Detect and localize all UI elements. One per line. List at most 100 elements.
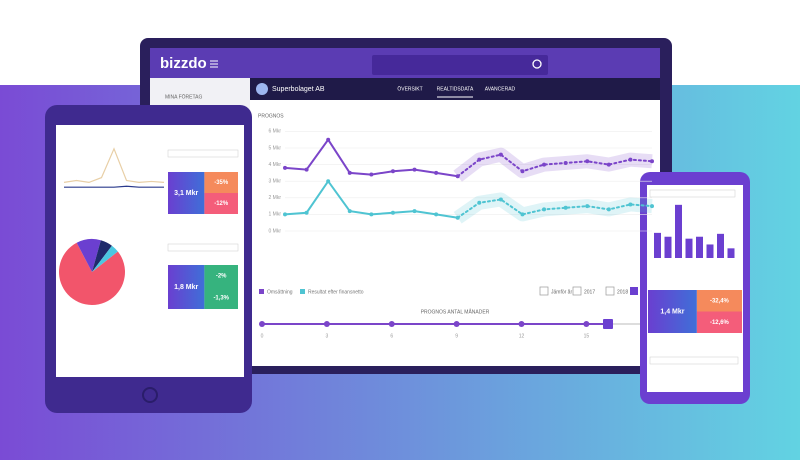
checkbox-checked[interactable]	[630, 287, 638, 295]
kpi-change: -1,3%	[213, 296, 229, 302]
point	[434, 212, 439, 217]
legend-swatch	[259, 289, 264, 294]
dropdown[interactable]	[649, 356, 739, 365]
point	[585, 204, 590, 209]
checkbox-label: Jämför år	[551, 288, 572, 295]
kpi-b	[204, 287, 238, 309]
point	[542, 162, 547, 167]
point	[455, 174, 460, 179]
slider-tick-label: 0	[261, 333, 264, 339]
slider-tick-label: 3	[325, 333, 328, 339]
point	[390, 169, 395, 174]
kpi-change: -12%	[214, 201, 229, 207]
point	[628, 157, 633, 162]
slider-label: PROGNOS ANTAL MÅNADER	[421, 308, 490, 315]
slider-handle[interactable]	[603, 319, 613, 329]
slider-tick	[518, 321, 525, 327]
y-tick-label: 2 Mkr	[269, 195, 282, 201]
dropdown[interactable]	[649, 189, 736, 198]
pie-slice	[58, 242, 126, 306]
search-icon[interactable]	[532, 59, 542, 69]
kpi-a	[204, 172, 238, 193]
sub-bar	[250, 78, 660, 100]
point	[498, 152, 503, 157]
slider-tick-label: 9	[455, 333, 458, 339]
point	[412, 209, 417, 214]
point	[520, 169, 525, 174]
point	[369, 172, 374, 177]
slider-tick	[259, 321, 265, 327]
slider-tick	[323, 321, 330, 327]
checkbox[interactable]	[605, 286, 615, 296]
checkbox-label: 2018	[617, 289, 628, 295]
point	[347, 170, 352, 175]
point	[498, 197, 503, 202]
slider-tick	[583, 321, 590, 327]
tab[interactable]: ÖVERSIKT	[397, 85, 422, 92]
point	[563, 205, 568, 210]
checkbox[interactable]	[539, 286, 549, 296]
slider-tick-label: 6	[390, 333, 393, 339]
point	[520, 212, 525, 217]
menu-icon[interactable]	[210, 60, 218, 68]
laptop-bottom	[250, 366, 660, 374]
point	[606, 162, 611, 167]
point	[347, 209, 352, 214]
slider-tick	[453, 321, 460, 327]
point	[412, 167, 417, 172]
bar	[675, 204, 682, 258]
dropdown[interactable]	[167, 243, 239, 252]
bar	[717, 233, 724, 258]
bar	[664, 236, 672, 258]
kpi-a	[696, 290, 742, 312]
y-tick-label: 1 Mkr	[269, 212, 282, 218]
mini-line	[64, 185, 164, 188]
point	[455, 215, 460, 220]
dropdown[interactable]	[167, 149, 239, 158]
tab[interactable]: AVANCERAD	[485, 86, 516, 92]
slider-tick	[388, 321, 395, 327]
point	[606, 207, 611, 212]
search-box[interactable]	[372, 55, 548, 75]
point	[283, 212, 287, 217]
point	[304, 167, 309, 172]
company-icon	[256, 83, 268, 95]
kpi-value: 3,1 Mkr	[174, 190, 198, 197]
kpi-change: -12,6%	[710, 320, 730, 326]
bar	[685, 238, 693, 258]
point	[477, 200, 482, 205]
legend-swatch	[300, 289, 305, 294]
kpi-a	[204, 265, 238, 287]
point	[326, 179, 331, 184]
point	[585, 159, 590, 164]
mini-line	[63, 147, 165, 184]
point	[283, 165, 287, 170]
point	[304, 210, 309, 215]
y-tick-label: 5 Mkr	[269, 145, 282, 151]
point	[650, 159, 654, 164]
point	[477, 157, 482, 162]
y-tick-label: 6 Mkr	[269, 129, 282, 135]
pie-slice	[92, 245, 118, 272]
slider-tick-label: 12	[519, 333, 525, 339]
bar	[654, 232, 661, 258]
kpi-value: 1,8 Mkr	[174, 284, 198, 291]
kpi-b	[696, 311, 742, 333]
chart-title: PROGNOS	[258, 113, 284, 119]
forecast-line	[456, 153, 653, 178]
y-tick-label: 4 Mkr	[269, 162, 282, 168]
point	[390, 210, 395, 215]
point	[369, 212, 374, 217]
tab[interactable]: REALTIDSDATA	[437, 86, 474, 92]
home-button[interactable]	[142, 387, 158, 403]
sidebar-title: MINA FÖRETAG	[165, 93, 203, 100]
kpi-b	[204, 193, 238, 214]
legend-label: Resultat efter finansnetto	[308, 289, 364, 295]
kpi-change: -35%	[214, 180, 229, 186]
kpi-change: -2%	[216, 274, 227, 280]
y-tick-label: 3 Mkr	[269, 179, 282, 185]
pie-slice	[76, 238, 101, 272]
checkbox[interactable]	[572, 286, 582, 296]
forecast-line	[456, 198, 653, 219]
point	[563, 160, 568, 165]
